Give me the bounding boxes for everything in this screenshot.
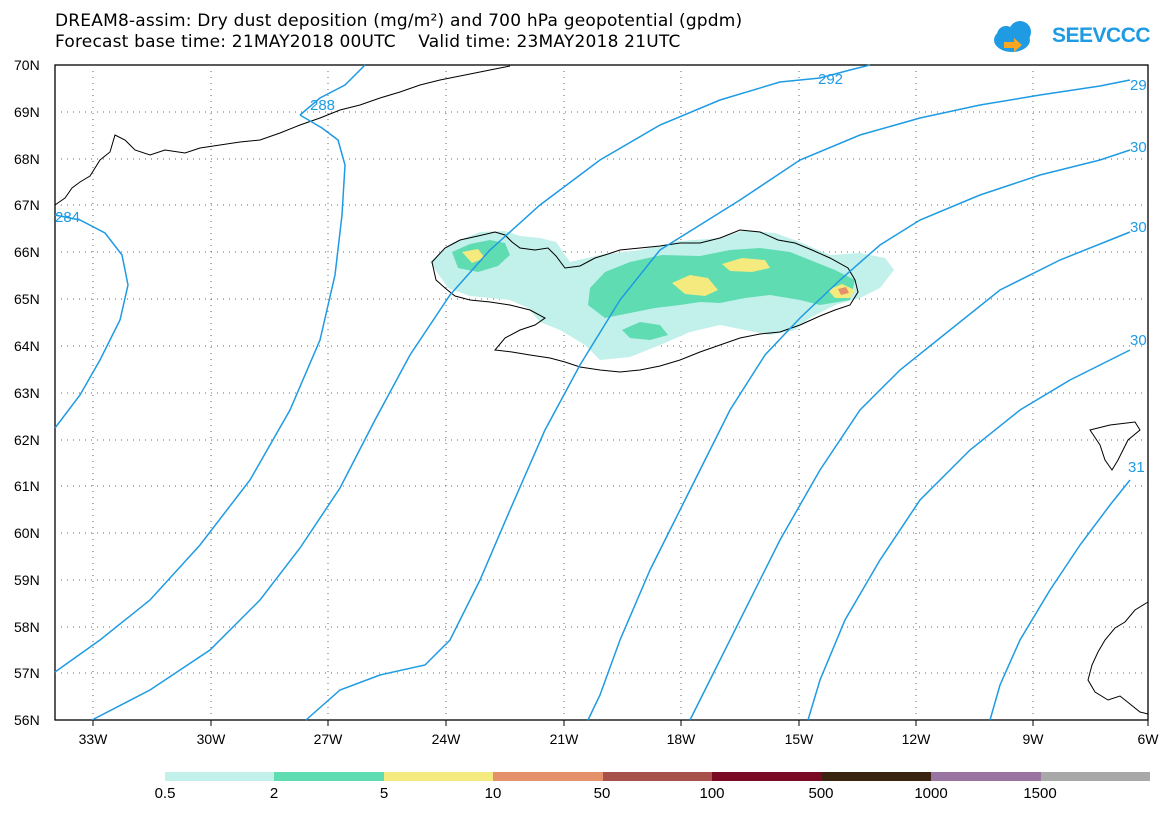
contour-label: 292 bbox=[818, 71, 843, 88]
legend-swatch bbox=[1040, 772, 1150, 781]
lon-label: 24W bbox=[431, 731, 461, 747]
contour-300 bbox=[689, 231, 1131, 721]
lon-label: 15W bbox=[784, 731, 814, 747]
contour-label: 30 bbox=[1130, 332, 1147, 349]
lat-label: 62N bbox=[14, 432, 40, 448]
lat-label: 63N bbox=[14, 385, 40, 401]
scotland-coast bbox=[1087, 601, 1149, 715]
lat-label: 57N bbox=[14, 665, 40, 681]
legend-label: 0.5 bbox=[154, 785, 176, 802]
contour-label: 288 bbox=[310, 97, 335, 114]
dust-deposition-field bbox=[430, 230, 894, 360]
legend-swatch bbox=[493, 772, 603, 781]
iceland-coast bbox=[431, 229, 859, 373]
graticule bbox=[55, 65, 1148, 720]
contour-labels: 288 292 29 30 30 30 31 284 bbox=[55, 71, 1147, 476]
lon-label: 9W bbox=[1022, 731, 1044, 747]
dust-band-5-d bbox=[462, 249, 485, 263]
lat-label: 60N bbox=[14, 525, 40, 541]
legend-label: 50 bbox=[593, 785, 611, 802]
legend-label: 2 bbox=[269, 785, 279, 802]
contour-292 bbox=[305, 79, 1131, 721]
legend-label: 500 bbox=[808, 785, 834, 802]
lon-label: 12W bbox=[901, 731, 931, 747]
lat-label: 59N bbox=[14, 572, 40, 588]
lat-label: 69N bbox=[14, 104, 40, 120]
lon-label: 18W bbox=[666, 731, 696, 747]
lat-label: 68N bbox=[14, 151, 40, 167]
seevccc-logo bbox=[994, 21, 1031, 52]
legend-label: 10 bbox=[484, 785, 502, 802]
dust-band-2 bbox=[588, 248, 855, 318]
contour-304 bbox=[807, 349, 1131, 721]
contour-308 bbox=[989, 479, 1131, 721]
contour-288-b bbox=[91, 64, 871, 721]
legend-swatch bbox=[274, 772, 384, 781]
contour-label: 30 bbox=[1130, 139, 1147, 156]
legend-swatch bbox=[712, 772, 822, 781]
tick-marks bbox=[92, 720, 1149, 726]
contour-label: 30 bbox=[1130, 219, 1147, 236]
contour-label: 31 bbox=[1128, 459, 1145, 476]
logo-text: SEEVCCC bbox=[1052, 24, 1151, 47]
contour-288 bbox=[54, 64, 366, 673]
map-title: DREAM8-assim: Dry dust deposition (mg/m²… bbox=[55, 11, 743, 31]
lon-label: 33W bbox=[78, 731, 108, 747]
lon-label: 6W bbox=[1137, 731, 1159, 747]
map-subtitle: Forecast base time: 21MAY2018 00UTC Vali… bbox=[55, 32, 681, 52]
cloud-icon bbox=[994, 21, 1031, 52]
faroe-coast bbox=[1089, 421, 1141, 471]
lat-label: 66N bbox=[14, 244, 40, 260]
color-legend bbox=[165, 772, 1150, 781]
lat-label: 70N bbox=[14, 57, 40, 73]
contour-284 bbox=[54, 214, 129, 429]
legend-swatch bbox=[602, 772, 713, 781]
legend-swatch bbox=[821, 772, 932, 781]
greenland-coast bbox=[54, 65, 511, 206]
legend-swatch bbox=[383, 772, 494, 781]
legend-label: 5 bbox=[379, 785, 389, 802]
contour-label: 29 bbox=[1130, 77, 1147, 94]
legend-label: 1500 bbox=[1023, 785, 1057, 802]
dust-band-2-south bbox=[622, 322, 668, 340]
lat-label: 64N bbox=[14, 338, 40, 354]
dust-band-10 bbox=[838, 287, 849, 295]
lat-label: 58N bbox=[14, 619, 40, 635]
lon-label: 30W bbox=[196, 731, 226, 747]
lon-label: 21W bbox=[549, 731, 579, 747]
lat-label: 65N bbox=[14, 291, 40, 307]
dust-band-5-b bbox=[722, 258, 770, 272]
legend-swatch bbox=[165, 772, 275, 781]
legend-label: 1000 bbox=[914, 785, 948, 802]
lat-label: 61N bbox=[14, 478, 40, 494]
contour-296 bbox=[587, 149, 1131, 721]
lat-label: 67N bbox=[14, 197, 40, 213]
lon-label: 27W bbox=[313, 731, 343, 747]
dust-band-5-a bbox=[672, 275, 718, 296]
contour-label: 284 bbox=[55, 209, 80, 226]
geopotential-contours bbox=[54, 64, 1131, 721]
legend-label: 100 bbox=[699, 785, 725, 802]
lat-label: 56N bbox=[14, 712, 40, 728]
legend-swatch bbox=[931, 772, 1041, 781]
coastlines bbox=[54, 65, 1149, 715]
